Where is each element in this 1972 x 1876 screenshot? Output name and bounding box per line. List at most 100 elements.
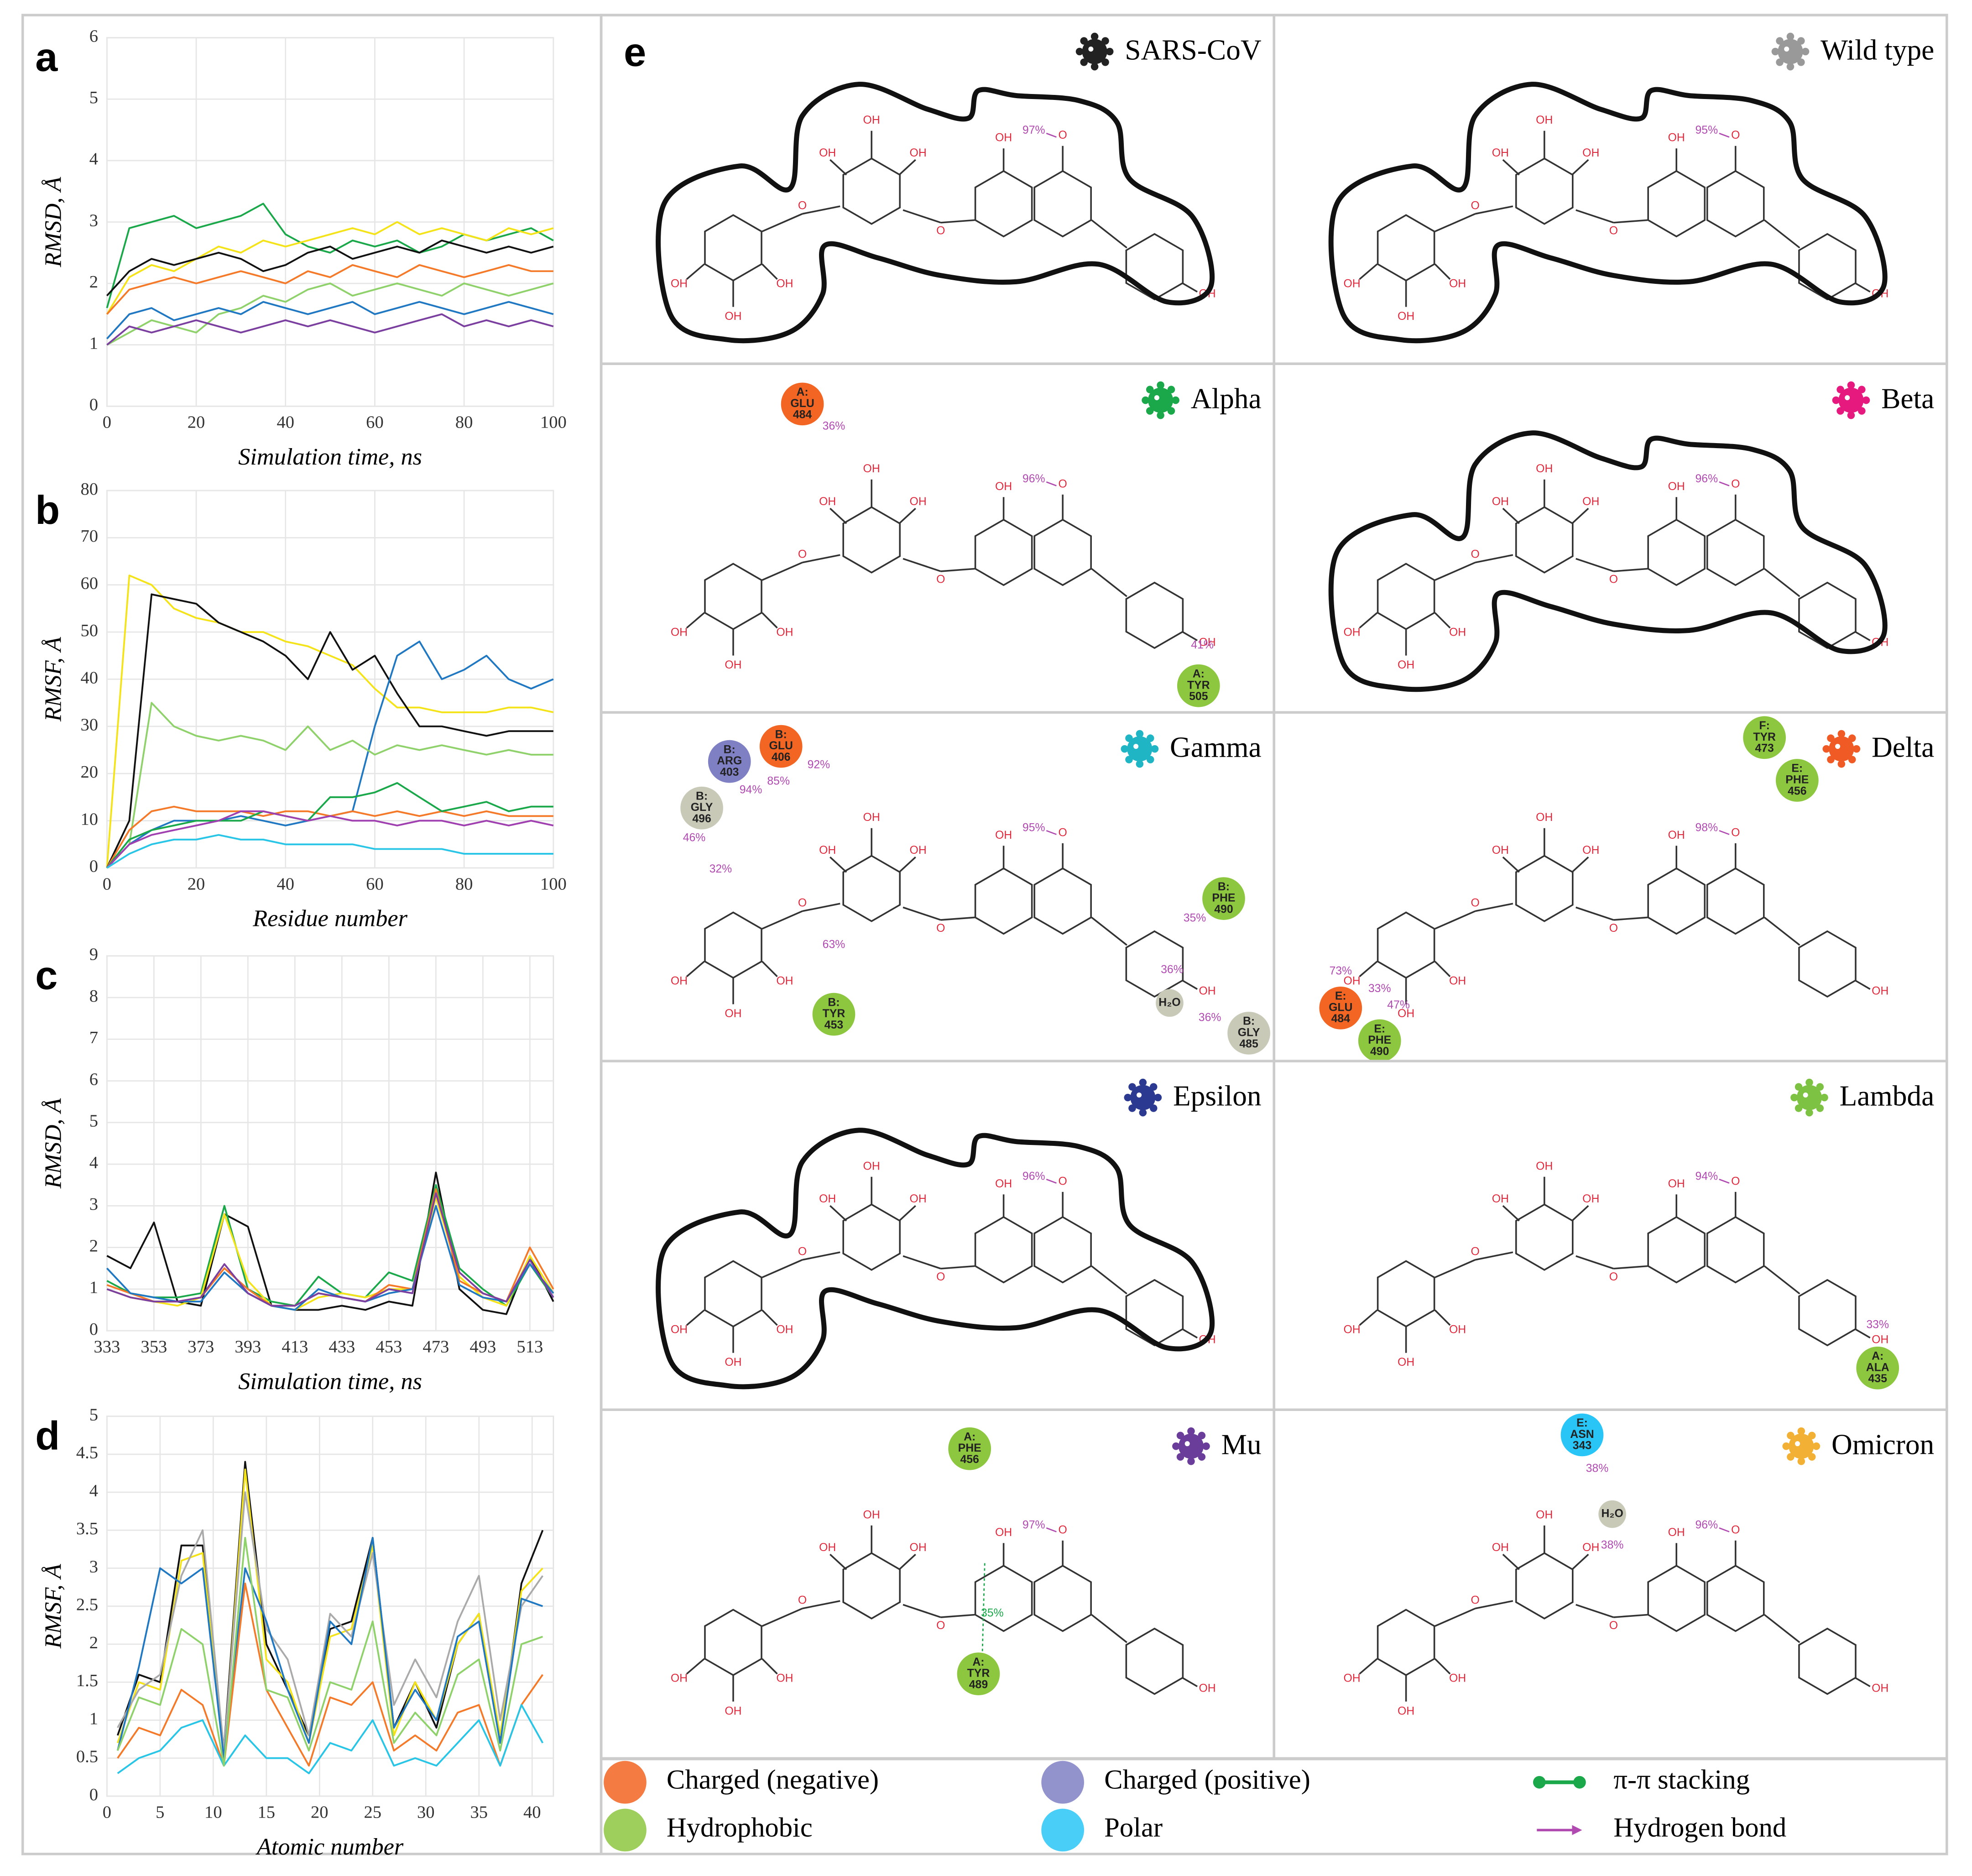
atom-label: OH — [1449, 277, 1466, 290]
residue-label: TYR — [823, 1008, 845, 1020]
bond — [1091, 568, 1127, 597]
virus-spike — [1797, 1427, 1805, 1435]
virus-spike — [1821, 1093, 1828, 1102]
residue-label: 343 — [1573, 1440, 1591, 1452]
atom-label: OH — [1536, 463, 1553, 475]
atom-label: O — [1731, 129, 1740, 141]
intra-hbond-label: 95% — [1696, 124, 1718, 136]
atom-label: OH — [725, 1356, 741, 1369]
hbond-percent: 85% — [767, 775, 790, 787]
hbond-percent: 36% — [1199, 1011, 1221, 1024]
virus-spike — [1187, 1427, 1195, 1435]
series-line — [106, 221, 554, 315]
bond — [1571, 1205, 1589, 1222]
series-line — [117, 1491, 543, 1752]
x-tick-label: 20 — [311, 1803, 329, 1822]
intra-hbond-label: 95% — [1023, 821, 1045, 834]
intra-hbond-label: 96% — [1696, 473, 1718, 485]
series-line — [116, 1468, 543, 1759]
x-tick-label: 493 — [470, 1338, 496, 1357]
atom-label: OH — [776, 1324, 793, 1336]
x-tick-label: 100 — [540, 413, 567, 432]
series-line — [106, 282, 554, 346]
atom-label: OH — [1536, 1160, 1553, 1172]
atom-label: OH — [1199, 637, 1216, 649]
bond — [762, 1259, 803, 1278]
cell: Omicron OH OH OH OH OH OH OH OH O O O 96% 38% 38% E:ASN… — [1273, 1408, 1948, 1760]
atom-label: O — [798, 1594, 807, 1607]
atom-label: OH — [725, 1705, 741, 1717]
atom-label: O — [1058, 129, 1067, 141]
y-tick-label: 20 — [80, 763, 98, 782]
y-tick-label: 8 — [89, 987, 98, 1006]
atom-label: O — [1471, 897, 1480, 909]
atom-label: OH — [1668, 829, 1685, 841]
atom-label: OH — [910, 147, 927, 159]
y-tick-label: 70 — [80, 527, 98, 546]
virus-spike — [1136, 760, 1144, 768]
y-tick-label: 7 — [89, 1028, 98, 1047]
y-tick-label: 2 — [89, 1236, 98, 1255]
bond — [686, 612, 705, 629]
bond — [1359, 263, 1378, 280]
bond — [1435, 561, 1476, 581]
atom-label: OH — [671, 1324, 688, 1336]
residue-label: ARG — [717, 755, 742, 767]
residue-label: E: — [1576, 1417, 1588, 1429]
x-axis-label: Residue number — [252, 905, 407, 932]
atom-label: OH — [1872, 1683, 1889, 1695]
series-line — [106, 240, 554, 297]
atom-label: OH — [1343, 277, 1360, 290]
atom-label: O — [936, 1271, 945, 1283]
ring — [1798, 930, 1857, 998]
residue — [781, 382, 824, 426]
virus-spike — [1124, 1093, 1132, 1102]
hbond-arrow — [1046, 1179, 1057, 1184]
x-tick-label: 60 — [366, 413, 384, 432]
virus-spike — [1812, 1442, 1821, 1450]
hbond-percent: 38% — [1601, 1539, 1624, 1551]
y-tick-label: 1 — [89, 334, 98, 353]
virus-spike — [1136, 730, 1144, 738]
y-tick-label: 30 — [80, 716, 98, 735]
residue-label: 453 — [824, 1019, 843, 1031]
virus-spike — [1154, 1093, 1162, 1102]
residue — [1156, 989, 1184, 1017]
atom-label: OH — [1343, 1324, 1360, 1336]
bond — [903, 1255, 941, 1270]
bond — [1091, 1614, 1127, 1643]
bond — [762, 961, 778, 977]
ring — [1125, 930, 1184, 998]
residue-label: ALA — [1866, 1361, 1889, 1374]
hbond-arrow — [1719, 830, 1730, 835]
hbond-arrow — [1046, 1527, 1057, 1532]
atom-label: O — [1058, 1524, 1067, 1536]
bond — [1613, 219, 1648, 224]
bond — [940, 1265, 975, 1270]
virus-dot — [1154, 395, 1159, 401]
series-line — [106, 593, 553, 868]
series-line — [116, 1536, 543, 1759]
ring — [1647, 1564, 1706, 1632]
virus-spike — [1805, 1108, 1813, 1117]
atom-label: O — [798, 200, 807, 212]
atom-label: OH — [1492, 844, 1509, 857]
bond — [1613, 568, 1648, 572]
bond — [1182, 979, 1198, 990]
atom-label: OH — [910, 496, 927, 508]
residue-label: TYR — [1187, 679, 1210, 691]
y-tick-label: 5 — [89, 1405, 98, 1424]
atom-label: OH — [819, 844, 836, 857]
panel-label: d — [35, 1413, 60, 1458]
residue — [1856, 1346, 1899, 1390]
virus-spike — [1790, 1093, 1798, 1102]
stacking-percent: 35% — [981, 1607, 1004, 1619]
bond — [1854, 282, 1871, 293]
virus-icon — [1796, 1085, 1822, 1110]
atom-label: OH — [995, 1178, 1012, 1190]
cell-title: Epsilon — [1173, 1080, 1262, 1112]
ring — [1125, 1627, 1184, 1695]
atom-label: OH — [1449, 1672, 1466, 1685]
residue-label: GLY — [1238, 1027, 1260, 1039]
